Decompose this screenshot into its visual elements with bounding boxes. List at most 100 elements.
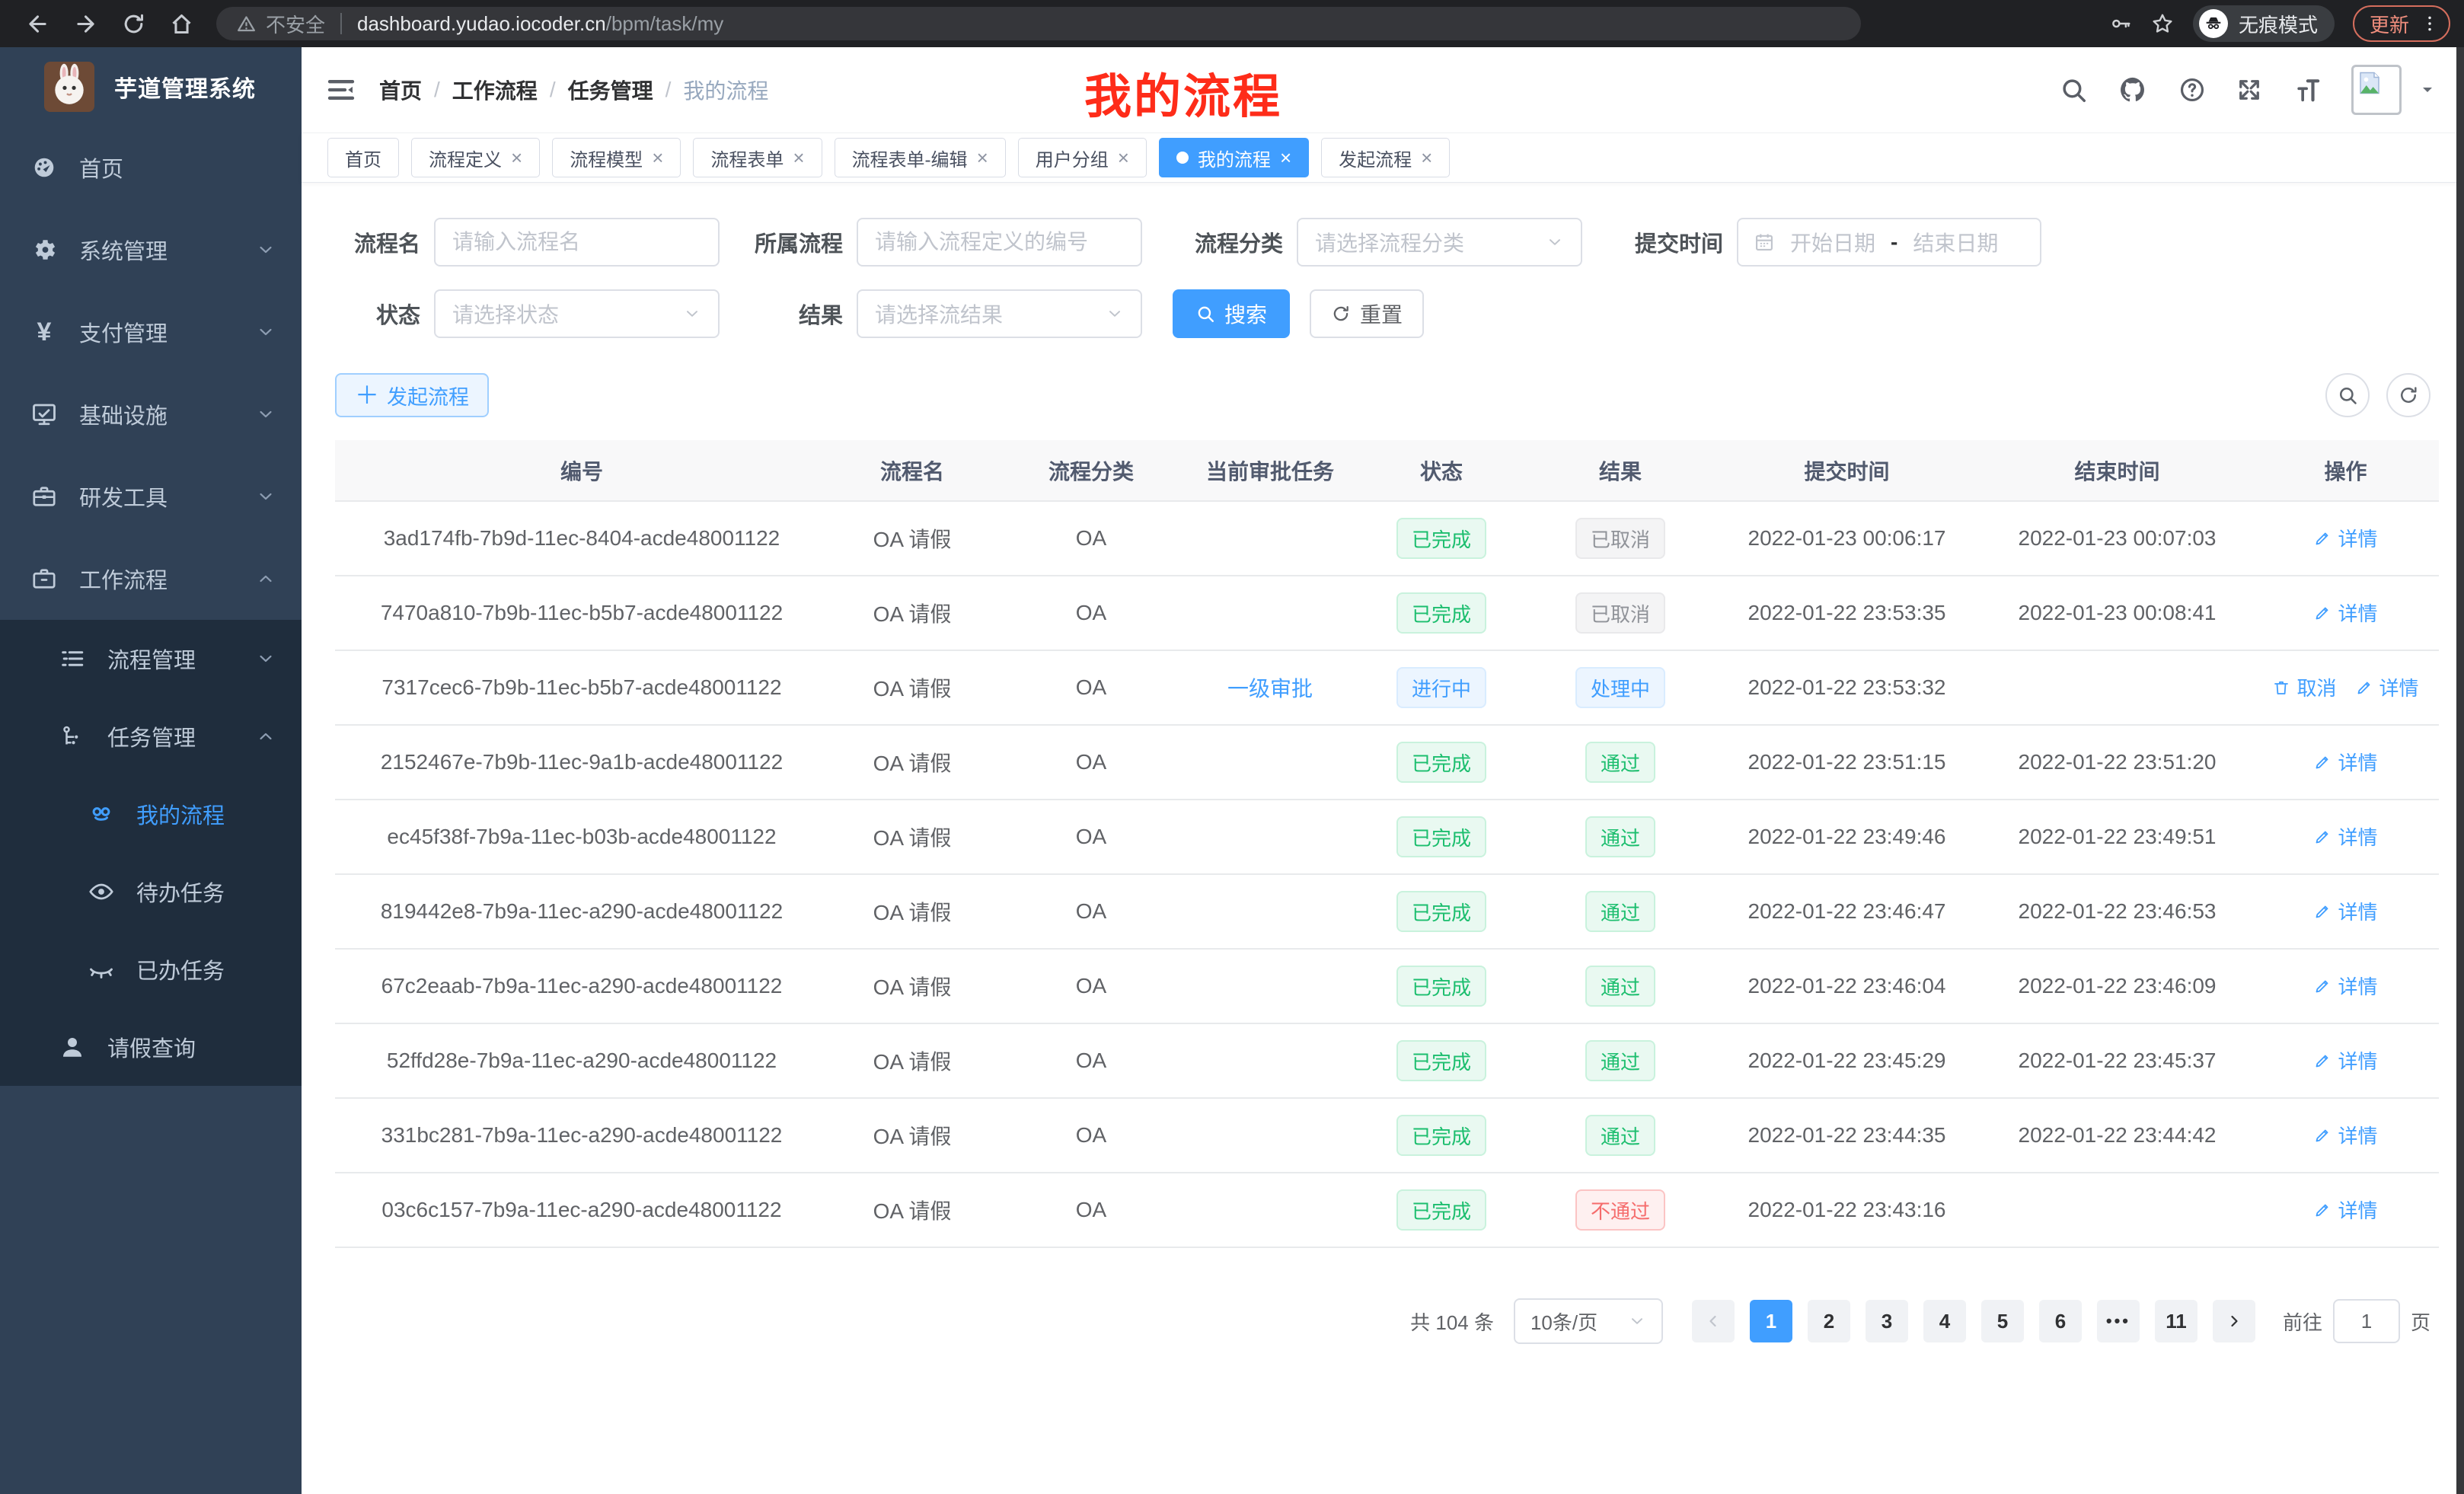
- tab-my-process[interactable]: 我的流程 ×: [1158, 138, 1310, 177]
- detail-link[interactable]: 详情: [2313, 1121, 2378, 1149]
- page-2-button[interactable]: 2: [1807, 1300, 1850, 1342]
- filter-name-label: 流程名: [353, 232, 420, 257]
- detail-link[interactable]: 详情: [2313, 1196, 2378, 1224]
- sidebar-item-todo-tasks[interactable]: 待办任务: [0, 853, 302, 931]
- robot-icon: [88, 800, 115, 828]
- bookmark-star-icon[interactable]: [2150, 11, 2175, 36]
- sidebar-item-dev-tools[interactable]: 研发工具: [0, 455, 302, 538]
- result-badge: 处理中: [1575, 667, 1665, 708]
- next-page-button[interactable]: [2212, 1300, 2255, 1342]
- breadcrumb-item[interactable]: 首页: [379, 79, 423, 103]
- cell-process-name: OA 请假: [828, 650, 996, 726]
- close-icon[interactable]: ×: [1279, 146, 1292, 169]
- tab-label: 流程表单-编辑: [851, 149, 968, 171]
- detail-link[interactable]: 详情: [2313, 1046, 2378, 1074]
- goto-page-input[interactable]: [2332, 1299, 2400, 1343]
- sidebar-item-system[interactable]: 系统管理: [0, 209, 302, 291]
- page-6-button[interactable]: 6: [2038, 1300, 2082, 1342]
- process-name-input[interactable]: [434, 218, 720, 267]
- cell-actions: 详情: [2252, 1098, 2439, 1173]
- category-select[interactable]: 请选择流程分类: [1297, 218, 1582, 267]
- tab-user-group[interactable]: 用户分组 ×: [1017, 138, 1147, 177]
- cell-result: 通过: [1529, 874, 1712, 950]
- cell-process-id: ec45f38f-7b9a-11ec-b03b-acde48001122: [335, 800, 828, 875]
- result-select[interactable]: 请选择流结果: [857, 289, 1142, 338]
- browser-home-icon[interactable]: [169, 11, 194, 37]
- browser-reload-icon[interactable]: [121, 11, 146, 37]
- browser-scrollbar[interactable]: [2456, 47, 2464, 1494]
- hamburger-icon[interactable]: [326, 75, 356, 105]
- sidebar-item-process-mgmt[interactable]: 流程管理: [0, 620, 302, 698]
- tab-process-definition[interactable]: 流程定义 ×: [411, 138, 541, 177]
- sidebar-item-my-process[interactable]: 我的流程: [0, 775, 302, 853]
- reset-button[interactable]: 重置: [1310, 289, 1425, 338]
- cell-result: 通过: [1529, 725, 1712, 800]
- app-logo[interactable]: 芋道管理系统: [0, 47, 302, 126]
- sidebar-item-leave-query[interactable]: 请假查询: [0, 1008, 302, 1086]
- start-process-button[interactable]: ＋ 发起流程: [335, 373, 490, 417]
- cell-submit-time: 2022-01-22 23:53:35: [1712, 576, 1982, 651]
- avatar[interactable]: [2351, 65, 2402, 115]
- browser-forward-icon[interactable]: [73, 11, 98, 37]
- cancel-link[interactable]: 取消: [2272, 673, 2337, 701]
- close-icon[interactable]: ×: [1117, 146, 1129, 169]
- prev-page-button[interactable]: [1691, 1300, 1735, 1342]
- tab-process-model[interactable]: 流程模型 ×: [552, 138, 681, 177]
- search-button[interactable]: 搜索: [1173, 289, 1291, 338]
- detail-link[interactable]: 详情: [2355, 673, 2419, 701]
- close-icon[interactable]: ×: [652, 146, 664, 169]
- url-bar[interactable]: 不安全 dashboard.yudao.iocoder.cn/bpm/task/…: [216, 7, 1861, 40]
- page-5-button[interactable]: 5: [1980, 1300, 2024, 1342]
- cell-process-name: OA 请假: [828, 1023, 996, 1099]
- cell-status: 已完成: [1354, 1023, 1529, 1099]
- close-icon[interactable]: ×: [976, 146, 988, 169]
- sidebar-item-task-mgmt[interactable]: 任务管理: [0, 698, 302, 775]
- refresh-button[interactable]: [2386, 373, 2430, 417]
- status-select[interactable]: 请选择状态: [434, 289, 720, 338]
- page-4-button[interactable]: 4: [1923, 1300, 1966, 1342]
- font-size-icon[interactable]: [2292, 75, 2322, 105]
- sidebar-item-done-tasks[interactable]: 已办任务: [0, 931, 302, 1008]
- page-more-button[interactable]: •••: [2096, 1300, 2140, 1342]
- show-search-button[interactable]: [2325, 373, 2370, 417]
- tab-home[interactable]: 首页: [327, 138, 399, 177]
- detail-link[interactable]: 详情: [2313, 822, 2378, 851]
- page-11-button[interactable]: 11: [2154, 1300, 2197, 1342]
- tab-start-process[interactable]: 发起流程 ×: [1321, 138, 1451, 177]
- sidebar-item-infrastructure[interactable]: 基础设施: [0, 373, 302, 455]
- password-key-icon[interactable]: [2109, 12, 2132, 35]
- page-1-button[interactable]: 1: [1749, 1300, 1792, 1342]
- browser-menu-icon[interactable]: [2420, 14, 2440, 34]
- close-icon[interactable]: ×: [511, 146, 523, 169]
- fullscreen-icon[interactable]: [2236, 76, 2263, 104]
- tab-process-form-edit[interactable]: 流程表单-编辑 ×: [834, 138, 1006, 177]
- sidebar-item-workflow[interactable]: 工作流程: [0, 538, 302, 620]
- detail-link[interactable]: 详情: [2313, 748, 2378, 776]
- date-range-picker[interactable]: 开始日期 - 结束日期: [1737, 218, 2041, 267]
- help-icon[interactable]: [2178, 75, 2207, 104]
- cell-process-name: OA 请假: [828, 874, 996, 950]
- close-icon[interactable]: ×: [793, 146, 805, 169]
- caret-down-icon[interactable]: [2418, 81, 2437, 99]
- page-size-select[interactable]: 10条/页: [1513, 1298, 1663, 1344]
- sidebar-item-payment[interactable]: ¥ 支付管理: [0, 291, 302, 373]
- cell-category: OA: [996, 576, 1186, 651]
- page-3-button[interactable]: 3: [1865, 1300, 1908, 1342]
- search-icon[interactable]: [2059, 75, 2088, 104]
- browser-back-icon[interactable]: [25, 11, 50, 37]
- detail-link[interactable]: 详情: [2313, 897, 2378, 925]
- breadcrumb-item[interactable]: 工作流程: [452, 79, 538, 103]
- close-icon[interactable]: ×: [1421, 146, 1433, 169]
- tab-process-form[interactable]: 流程表单 ×: [693, 138, 822, 177]
- github-icon[interactable]: [2117, 74, 2149, 106]
- cell-process-id: 52ffd28e-7b9a-11ec-a290-acde48001122: [335, 1023, 828, 1099]
- process-definition-input[interactable]: [857, 218, 1142, 267]
- browser-update-button[interactable]: 更新: [2352, 5, 2450, 42]
- detail-link[interactable]: 详情: [2313, 972, 2378, 1000]
- sidebar-item-home[interactable]: 首页: [0, 126, 302, 209]
- breadcrumb-item[interactable]: 任务管理: [567, 79, 653, 103]
- detail-link[interactable]: 详情: [2313, 599, 2378, 627]
- action-label: 详情: [2338, 975, 2378, 999]
- current-task-link[interactable]: 一级审批: [1227, 677, 1313, 701]
- detail-link[interactable]: 详情: [2313, 524, 2378, 552]
